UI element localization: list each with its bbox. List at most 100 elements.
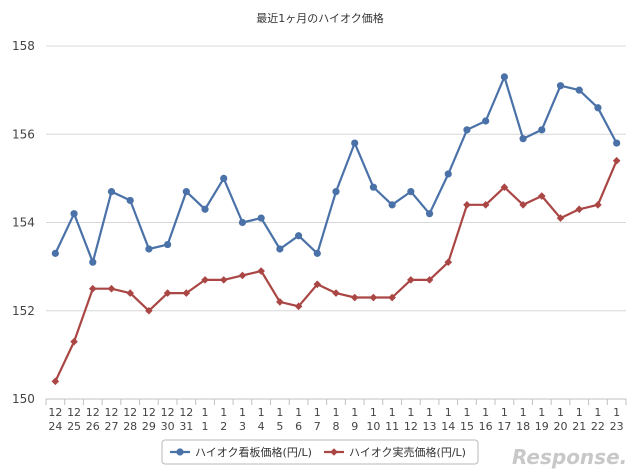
gridlines [46,45,626,400]
y-tick-label: 154 [12,216,35,230]
legend-label: ハイオク実売価格(円/L) [349,445,466,459]
x-tick-label: 31 [179,420,193,433]
x-tick-label: 12 [123,406,137,419]
data-point [164,240,172,249]
x-tick-label: 21 [572,420,586,433]
data-point [519,201,527,209]
data-point [88,284,97,293]
data-point [51,249,59,257]
x-tick-label: 1 [426,406,433,419]
data-point [369,183,378,191]
x-tick-label: 30 [161,420,175,433]
data-point [313,280,322,289]
x-tick-label: 1 [389,406,396,419]
y-axis: 150 152 154 156 158 [12,39,35,406]
x-tick-label: 1 [351,406,358,419]
x-tick-label: 19 [535,420,549,433]
x-tick-label: 1 [594,406,601,419]
legend[interactable]: ハイオク看板価格(円/L) ハイオク実売価格(円/L) [161,439,479,465]
data-point [201,276,209,284]
x-tick-label: 6 [295,420,302,433]
x-tick-label: 24 [48,420,62,433]
data-point [351,139,359,147]
data-point [182,289,191,297]
data-point [126,289,134,297]
data-point [70,337,78,346]
data-point [369,293,378,302]
x-tick-label: 26 [86,420,100,433]
data-point [163,289,172,297]
x-tick-label: 1 [482,406,489,419]
data-point [425,276,434,284]
data-point [51,377,60,386]
data-point [126,196,134,205]
y-tick-label: 158 [12,39,35,53]
series-2 [51,156,621,386]
data-point [407,188,415,196]
y-tick-label: 156 [12,127,35,141]
data-point [201,205,209,213]
legend-item-1[interactable]: ハイオク看板価格(円/L) [170,445,312,459]
data-point [238,218,247,227]
x-tick-label: 8 [333,420,340,433]
data-point [294,302,303,311]
data-point [575,205,584,214]
data-point [463,126,471,134]
x-tick-label: 1 [538,406,545,419]
x-tick-label: 15 [460,420,474,433]
x-tick-label: 1 [445,406,452,419]
data-point [238,271,247,280]
x-tick-label: 1 [370,406,377,419]
data-point [500,73,508,81]
x-tick-label: 1 [407,406,414,419]
data-point [276,298,284,306]
data-point [594,104,602,112]
x-tick-label: 1 [501,406,508,419]
x-tick-label: 18 [516,420,530,433]
data-point [107,188,116,196]
x-tick-label: 17 [497,420,511,433]
x-tick-label: 27 [104,420,118,433]
data-point [444,258,453,267]
y-tick-label: 152 [12,304,35,318]
x-axis: 1224122512261227122812291230123111121314… [45,399,627,433]
data-point [182,188,190,196]
data-point [538,192,546,200]
data-point [444,170,452,178]
x-tick-label: 29 [142,420,156,433]
data-point [388,201,396,209]
x-tick-label: 14 [441,420,455,433]
x-tick-label: 12 [48,406,62,419]
x-tick-label: 22 [591,420,605,433]
data-point [612,156,621,165]
data-point [107,284,116,293]
x-tick-label: 12 [179,406,193,419]
legend-item-2[interactable]: ハイオク実売価格(円/L) [324,445,466,459]
data-point [594,201,602,209]
data-point [388,293,396,302]
x-tick-label: 1 [333,406,340,419]
data-point [145,245,153,253]
x-tick-label: 1 [276,406,283,419]
x-tick-label: 1 [239,406,246,419]
data-point [482,117,490,125]
legend-marker-icon [330,448,338,456]
x-tick-label: 4 [258,420,265,433]
data-point [575,86,583,94]
x-tick-label: 2 [220,420,227,433]
x-tick-label: 12 [104,406,118,419]
y-tick-label: 150 [12,392,35,406]
x-tick-label: 7 [314,420,321,433]
data-point [294,232,303,240]
legend-box [161,439,479,465]
x-tick-label: 1 [295,406,302,419]
data-point [463,201,471,209]
x-tick-label: 12 [161,406,175,419]
data-point [89,258,97,266]
data-point [257,267,265,275]
x-tick-label: 1 [557,406,564,419]
x-tick-label: 16 [479,420,493,433]
x-tick-label: 20 [554,420,568,433]
data-point [481,201,490,209]
